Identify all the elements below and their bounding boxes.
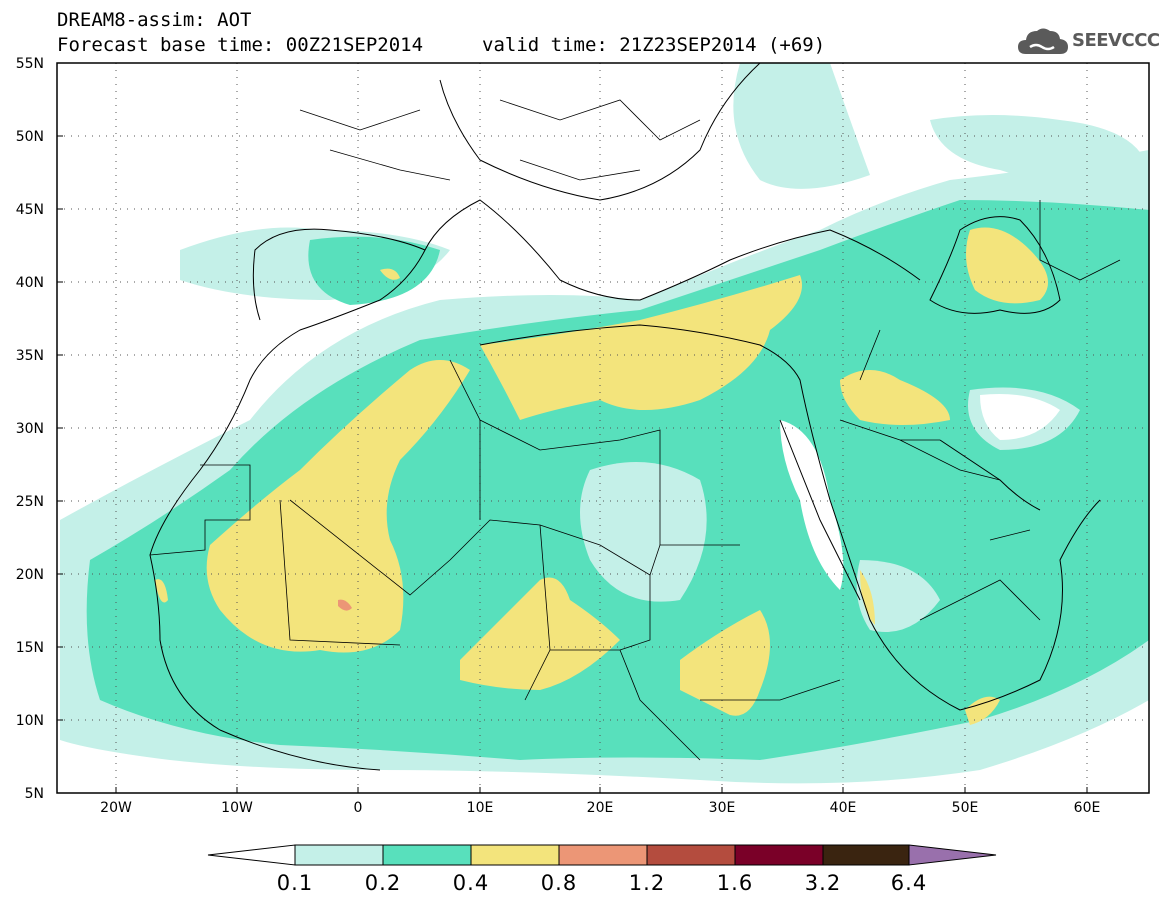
lat-label: 50N	[16, 129, 44, 145]
lat-label: 25N	[16, 494, 44, 510]
lat-label: 45N	[16, 202, 44, 218]
aot-level-0.4-med	[480, 275, 802, 420]
colorbar-segment	[294, 844, 384, 866]
aot-level-0.4-chad	[460, 577, 620, 690]
lon-label: 50E	[952, 800, 979, 816]
lat-label: 30N	[16, 421, 44, 437]
aot-level-0.4-sahara	[206, 360, 470, 653]
aot-level-0.1-north	[733, 63, 870, 189]
aot-level-0.2-iberia	[308, 236, 440, 305]
colorbar-segment	[382, 844, 472, 866]
aot-level-0.1-east	[930, 115, 1149, 184]
latitude-labels: 55N 50N 45N 40N 35N 30N 25N 20N 15N 10N …	[16, 56, 44, 802]
colorbar-label: 0.4	[452, 871, 490, 895]
lon-label: 20W	[100, 800, 132, 816]
cloud-icon	[1018, 28, 1068, 54]
colorbar-label: 6.4	[890, 871, 928, 895]
lon-label: 30E	[709, 800, 736, 816]
forecast-time-line: Forecast base time: 00Z21SEP2014 valid ti…	[57, 34, 825, 56]
longitude-labels: 20W 10W 0 10E 20E 30E 40E 50E 60E	[100, 800, 1100, 816]
lon-label: 40E	[830, 800, 857, 816]
aot-level-0.8	[338, 599, 352, 611]
colorbar	[207, 844, 997, 866]
base-time: Forecast base time: 00Z21SEP2014	[57, 34, 424, 56]
lon-label: 10E	[467, 800, 494, 816]
lat-label: 20N	[16, 567, 44, 583]
valid-time: valid time: 21Z23SEP2014 (+69)	[482, 34, 826, 56]
coastlines	[149, 63, 1101, 771]
lat-label: 35N	[16, 348, 44, 364]
colorbar-segment	[822, 844, 910, 866]
ticks	[57, 62, 1088, 794]
colorbar-label: 0.1	[276, 871, 314, 895]
lon-label: 0	[354, 800, 363, 816]
colorbar-segment	[558, 844, 648, 866]
lat-label: 5N	[25, 786, 44, 802]
aot-level-0.4-caspian	[966, 227, 1048, 304]
colorbar-segment-high	[908, 844, 997, 866]
lat-label: 15N	[16, 640, 44, 656]
colorbar-label: 0.8	[540, 871, 578, 895]
lon-label: 60E	[1074, 800, 1101, 816]
seevccc-logo: SEEVCCC	[1016, 22, 1160, 58]
lat-label: 40N	[16, 275, 44, 291]
colorbar-label: 1.6	[716, 871, 754, 895]
colorbar-segment	[470, 844, 560, 866]
aot-field	[57, 63, 1149, 793]
colorbar-label: 0.2	[364, 871, 402, 895]
lon-label: 10W	[221, 800, 253, 816]
logo-text: SEEVCCC	[1072, 30, 1160, 51]
borders	[149, 99, 1121, 761]
lon-label: 20E	[587, 800, 614, 816]
map-title: DREAM8-assim: AOT	[57, 9, 252, 31]
colorbar-segment	[646, 844, 736, 866]
colorbar-segment-low	[207, 844, 296, 866]
lat-label: 55N	[16, 56, 44, 72]
colorbar-label: 3.2	[804, 871, 842, 895]
colorbar-segment	[734, 844, 824, 866]
aot-level-0.4-sudan	[680, 610, 770, 716]
aot-level-0.4-iraq	[840, 370, 950, 425]
colorbar-label: 1.2	[628, 871, 666, 895]
lat-label: 10N	[16, 713, 44, 729]
